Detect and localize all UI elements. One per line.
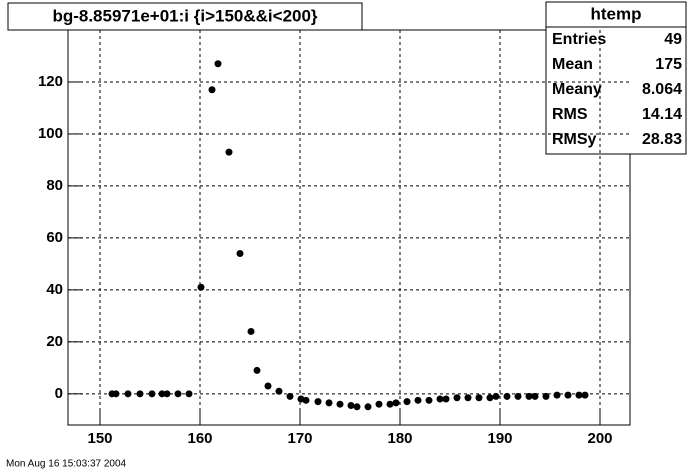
x-tick-label: 150: [87, 430, 112, 447]
point: [148, 390, 156, 398]
point: [247, 327, 255, 335]
x-tick-label: 160: [187, 430, 212, 447]
stats-value: 175: [655, 56, 682, 73]
x-tick-label: 190: [487, 430, 512, 447]
point: [464, 394, 472, 402]
stats-label: Entries: [552, 31, 606, 48]
point: [336, 400, 344, 408]
point: [253, 366, 261, 374]
point: [442, 395, 450, 403]
stats-value: 28.83: [642, 131, 682, 148]
point: [236, 249, 244, 257]
stats-label: Mean: [552, 56, 593, 73]
stats-value: 8.064: [642, 81, 682, 98]
point: [174, 390, 182, 398]
point: [286, 392, 294, 400]
y-tick-label: 20: [46, 333, 63, 350]
point: [158, 390, 166, 398]
point: [542, 392, 550, 400]
point: [531, 392, 539, 400]
point: [503, 392, 511, 400]
y-tick-label: 40: [46, 281, 63, 298]
title-box: [7, 2, 363, 31]
point: [347, 402, 355, 410]
x-tick-label: 200: [587, 430, 612, 447]
x-tick-label: 170: [287, 430, 312, 447]
point: [453, 394, 461, 402]
chart-title: bg-8.85971e+01:i {i>150&&i<200}: [52, 6, 317, 25]
point: [225, 148, 233, 156]
y-tick-label: 0: [55, 385, 63, 402]
point: [136, 390, 144, 398]
point: [197, 283, 205, 291]
point: [475, 394, 483, 402]
point: [564, 391, 572, 399]
y-tick-label: 60: [46, 229, 63, 246]
point: [375, 400, 383, 408]
point: [124, 390, 132, 398]
stats-label: RMS: [552, 106, 588, 123]
point: [553, 391, 561, 399]
point: [386, 400, 394, 408]
point: [264, 382, 272, 390]
y-tick-label: 100: [38, 125, 63, 142]
point: [492, 392, 500, 400]
point: [163, 390, 171, 398]
timestamp: Mon Aug 16 15:03:37 2004: [6, 459, 127, 470]
point: [575, 391, 583, 399]
point: [486, 394, 494, 402]
point: [185, 390, 193, 398]
point: [302, 396, 310, 404]
point: [275, 387, 283, 395]
stats-value: 49: [664, 31, 682, 48]
point: [581, 391, 589, 399]
point: [325, 399, 333, 407]
point: [112, 390, 120, 398]
point: [353, 403, 361, 411]
point: [214, 60, 222, 68]
point: [425, 396, 433, 404]
stats-value: 14.14: [642, 106, 682, 123]
point: [514, 392, 522, 400]
point: [403, 398, 411, 406]
point: [364, 403, 372, 411]
point: [314, 398, 322, 406]
stats-label: RMSy: [552, 131, 597, 148]
point: [525, 392, 533, 400]
point: [436, 395, 444, 403]
stats-title: htemp: [591, 4, 642, 23]
point: [392, 399, 400, 407]
point: [414, 396, 422, 404]
x-tick-label: 180: [387, 430, 412, 447]
y-tick-label: 80: [46, 177, 63, 194]
y-tick-label: 120: [38, 73, 63, 90]
stats-label: Meany: [552, 81, 602, 98]
point: [208, 86, 216, 94]
